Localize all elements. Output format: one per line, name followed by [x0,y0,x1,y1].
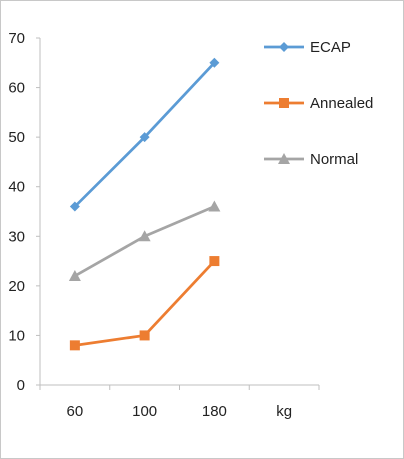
x-tick-label: kg [276,403,292,420]
y-tick-label: 30 [8,228,25,245]
y-tick-label: 70 [8,30,25,47]
series-ecap [69,57,220,212]
y-tick-label: 50 [8,129,25,146]
x-axis-ticks: 60 100 180 kg [39,385,320,420]
data-point-annealed [139,330,150,341]
series-normal [68,200,221,281]
y-tick-label: 10 [8,327,25,344]
y-axis-ticks: 0 10 20 30 40 50 60 70 [8,30,40,394]
chart-legend: ECAP Annealed Normal [264,39,373,168]
data-point-ecap [69,201,80,212]
y-tick-label: 0 [17,377,25,394]
y-tick-label: 20 [8,278,25,295]
data-point-ecap [139,132,150,143]
legend-label-ecap: ECAP [310,39,351,56]
x-tick-label: 100 [132,403,157,420]
legend-entry-normal: Normal [264,151,358,168]
legend-marker-ecap [279,42,289,52]
data-point-normal [208,200,221,212]
data-point-annealed [209,256,220,267]
data-point-ecap [209,57,220,68]
legend-label-normal: Normal [310,151,358,168]
y-tick-label: 40 [8,179,25,196]
y-tick-label: 60 [8,80,25,97]
x-tick-label: 180 [202,403,227,420]
legend-entry-annealed: Annealed [264,95,373,112]
legend-entry-ecap: ECAP [264,39,351,56]
legend-marker-normal [278,153,290,164]
legend-label-annealed: Annealed [310,95,373,112]
legend-marker-annealed [279,98,289,108]
chart-series [68,57,221,351]
chart-axes [39,38,319,386]
data-point-normal [138,230,151,242]
data-point-normal [68,269,81,281]
x-tick-label: 60 [67,403,84,420]
series-annealed [69,256,220,351]
data-point-annealed [69,340,80,351]
